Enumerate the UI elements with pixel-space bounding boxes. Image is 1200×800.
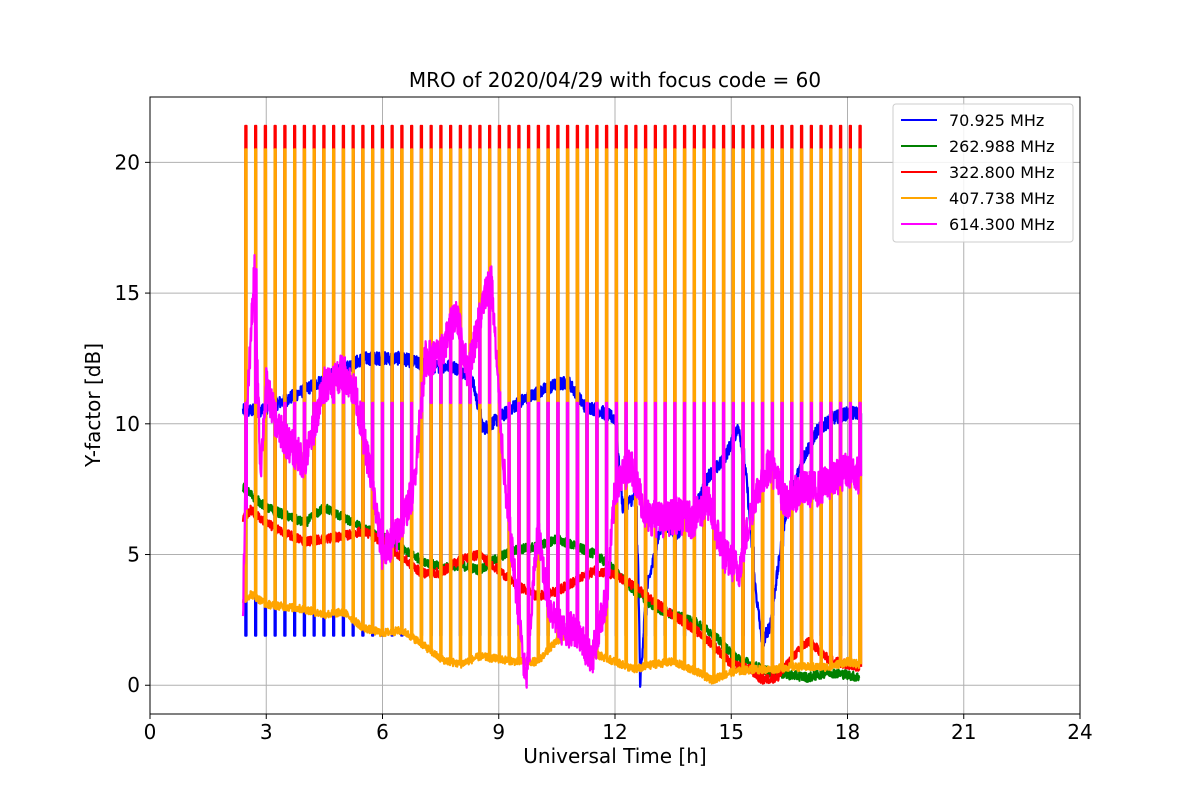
series-line-614-300-mhz: [241, 254, 863, 689]
x-tick-label: 0: [144, 720, 157, 744]
x-axis-label: Universal Time [h]: [523, 744, 706, 768]
legend-label: 70.925 MHz: [949, 111, 1044, 130]
x-tick-label: 24: [1067, 720, 1092, 744]
legend-label: 322.800 MHz: [949, 163, 1054, 182]
x-tick-label: 18: [835, 720, 860, 744]
x-tick-label: 9: [492, 720, 505, 744]
x-tick-label: 12: [602, 720, 627, 744]
x-tick-label: 15: [719, 720, 744, 744]
y-axis-label: Y-factor [dB]: [81, 343, 105, 468]
y-tick-label: 10: [115, 412, 140, 436]
x-tick-label: 6: [376, 720, 389, 744]
x-tick-label: 21: [951, 720, 976, 744]
series-line-322-800-mhz: [241, 124, 863, 685]
series-line-262-988-mhz: [241, 482, 861, 683]
y-tick-label: 15: [115, 281, 140, 305]
legend: 70.925 MHz 262.988 MHz 322.800 MHz 407.738 …: [892, 103, 1074, 243]
legend-label: 614.300 MHz: [949, 215, 1054, 234]
series-line-407-738-mhz: [241, 148, 863, 685]
plot-frame: [149, 96, 1081, 715]
legend-box: [892, 103, 1074, 243]
chart-title: MRO of 2020/04/29 with focus code = 60: [409, 68, 821, 92]
y-tick-label: 5: [127, 543, 140, 567]
legend-label: 407.738 MHz: [949, 189, 1054, 208]
legend-label: 262.988 MHz: [949, 137, 1054, 156]
y-tick-label: 0: [127, 673, 140, 697]
x-tick-label: 3: [260, 720, 273, 744]
y-tick-label: 20: [115, 150, 140, 174]
